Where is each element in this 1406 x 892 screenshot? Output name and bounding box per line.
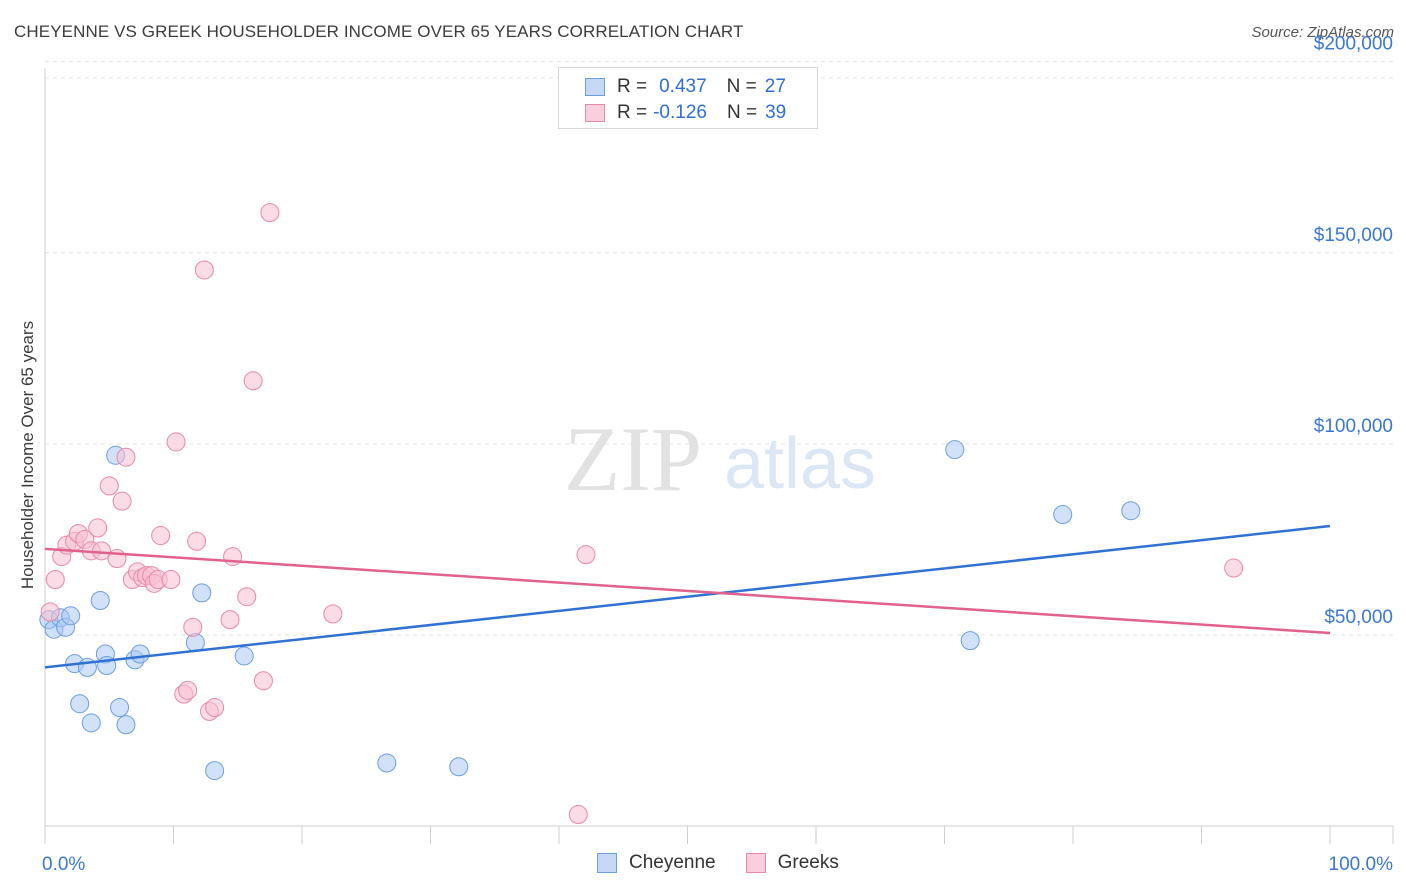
y-tick-label: $50,000: [1324, 607, 1393, 628]
data-point: [130, 644, 150, 664]
legend-r-label: R =: [617, 102, 648, 123]
legend-r-value: 0.437: [659, 76, 707, 97]
y-tick-label: $150,000: [1314, 225, 1393, 246]
data-point: [90, 591, 110, 611]
data-point: [1053, 505, 1073, 525]
legend-swatch-greeks: [585, 104, 605, 122]
legend-r-value: -0.126: [653, 102, 707, 123]
source-label: Source: ZipAtlas.com: [1251, 24, 1394, 41]
data-point: [253, 671, 273, 691]
data-point: [161, 570, 181, 590]
data-point: [178, 680, 198, 700]
chart-title: CHEYENNE VS GREEK HOUSEHOLDER INCOME OVE…: [14, 22, 744, 41]
trend-line-greeks: [44, 547, 1331, 635]
data-point: [449, 757, 469, 777]
y-tick-label: $200,000: [1314, 34, 1393, 55]
x-tick-label: 100.0%: [1329, 854, 1394, 875]
data-point: [192, 583, 212, 603]
data-points: [39, 203, 1244, 825]
data-point: [205, 761, 225, 781]
watermark-atlas: atlas: [724, 424, 876, 504]
data-point: [110, 698, 130, 718]
data-point: [116, 715, 136, 735]
data-point: [112, 491, 132, 511]
trend-line-cheyenne: [44, 524, 1331, 669]
data-point: [40, 602, 60, 622]
trend-lines: [44, 524, 1331, 669]
watermark-zip: ZIP: [564, 408, 702, 510]
data-point: [576, 545, 596, 565]
data-point: [194, 260, 214, 280]
tick-labels: $50,000 $100,000 $150,000 $200,000 0.0% 100.0…: [42, 34, 1393, 875]
legend-swatch-greeks: [745, 853, 766, 873]
x-tick-label: 0.0%: [42, 854, 85, 875]
data-point: [960, 631, 980, 651]
legend-r-label: R =: [617, 76, 648, 97]
data-point: [88, 518, 108, 538]
data-point: [187, 531, 207, 551]
data-point: [99, 476, 119, 496]
data-point: [1121, 501, 1141, 521]
grid-lines: [45, 61, 1393, 636]
data-point: [205, 698, 225, 718]
data-point: [223, 547, 243, 567]
legend-n-label: N =: [726, 76, 757, 97]
legend-swatch-cheyenne: [585, 78, 605, 96]
legend-swatch-cheyenne: [597, 853, 617, 873]
legend-item-cheyenne: Cheyenne: [597, 852, 716, 874]
y-tick-label: $100,000: [1314, 416, 1393, 437]
legend-row-greeks: R = -0.126 N = 39: [585, 101, 786, 125]
data-point: [151, 526, 171, 546]
data-point: [81, 713, 101, 733]
data-point: [243, 371, 263, 391]
data-point: [377, 753, 397, 773]
data-point: [183, 617, 203, 637]
series-greeks: [40, 203, 1244, 825]
data-point: [260, 203, 280, 223]
legend-n-value: 27: [764, 76, 786, 97]
data-point: [237, 587, 257, 607]
axes: [44, 68, 1394, 844]
data-point: [116, 447, 136, 467]
data-point: [70, 694, 90, 714]
data-point: [45, 570, 65, 590]
legend-row-cheyenne: R = 0.437 N = 27: [585, 75, 786, 99]
data-point: [945, 440, 965, 460]
legend-n-label: N =: [726, 102, 758, 123]
correlation-legend: R = 0.437 N = 27 R = -0.126 N = 39: [558, 67, 818, 129]
data-point: [568, 805, 588, 825]
legend-label-greeks: Greeks: [777, 852, 839, 873]
data-point: [166, 432, 186, 452]
data-point: [323, 604, 343, 624]
series-legend: Cheyenne Greeks: [597, 852, 869, 874]
data-point: [234, 646, 254, 666]
legend-label-cheyenne: Cheyenne: [629, 852, 716, 873]
legend-n-value: 39: [765, 102, 787, 123]
legend-item-greeks: Greeks: [745, 852, 839, 874]
data-point: [220, 610, 240, 630]
data-point: [1224, 558, 1244, 578]
data-point: [61, 606, 81, 626]
